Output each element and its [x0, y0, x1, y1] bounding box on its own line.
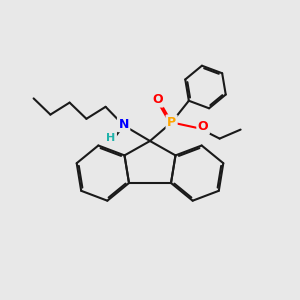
Text: P: P — [167, 116, 176, 129]
Text: O: O — [152, 93, 163, 106]
Text: N: N — [118, 118, 129, 131]
Text: H: H — [106, 133, 116, 143]
Text: O: O — [198, 120, 208, 134]
